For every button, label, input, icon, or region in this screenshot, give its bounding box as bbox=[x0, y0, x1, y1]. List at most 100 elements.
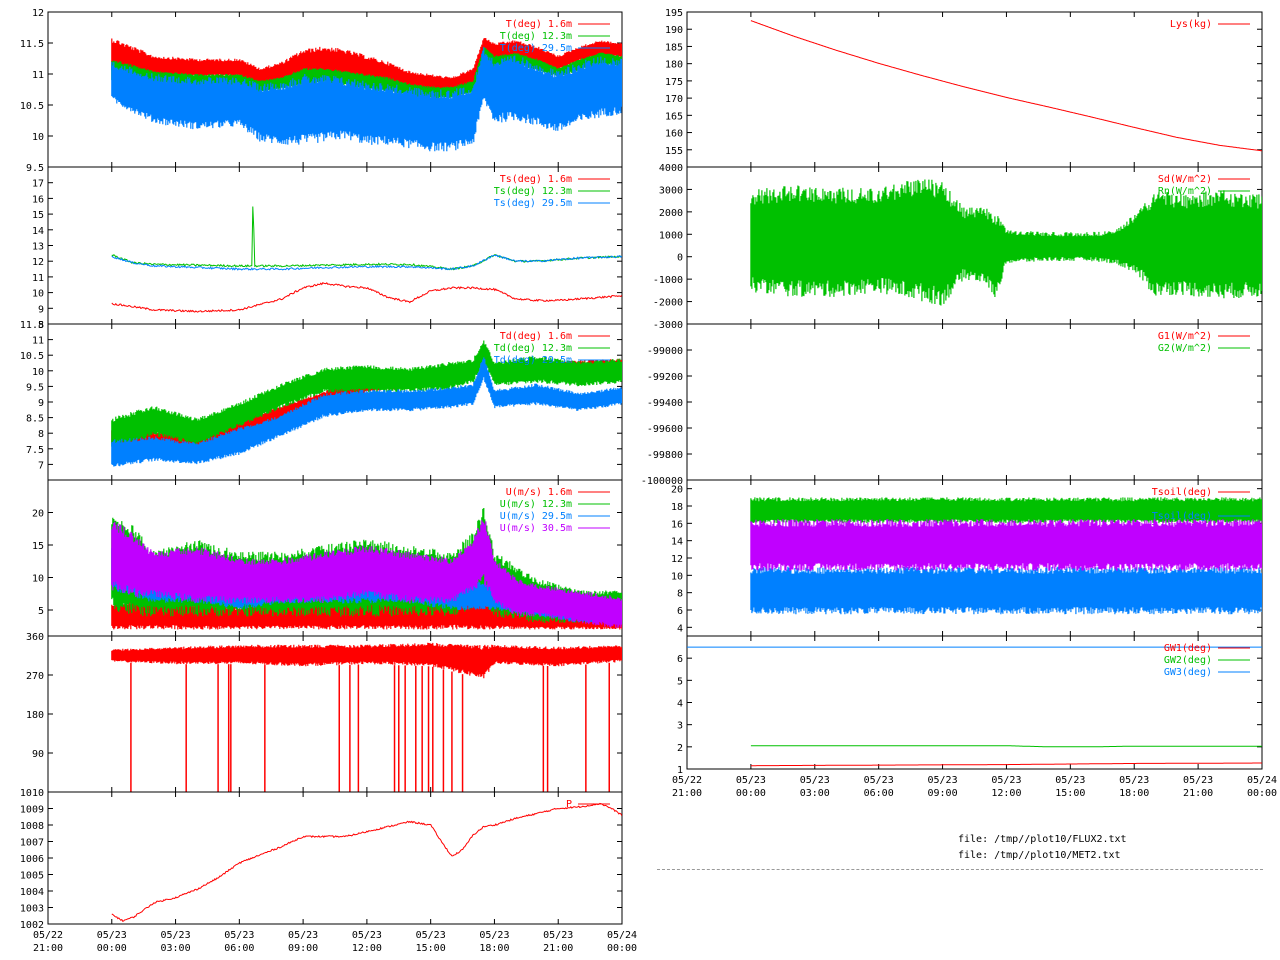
ytick-label: 10.5 bbox=[20, 351, 44, 362]
series-band bbox=[111, 38, 622, 93]
legend-label: Tsoil(deg) bbox=[1152, 487, 1212, 498]
ytick-label: 2 bbox=[677, 743, 683, 754]
legend-label: Tsoil(deg) bbox=[1152, 511, 1212, 522]
series-band bbox=[750, 519, 1262, 571]
legend-label: Tsoil(deg) bbox=[1152, 523, 1212, 534]
ytick-label: 13 bbox=[32, 242, 44, 253]
ytick-label: 170 bbox=[665, 94, 683, 105]
xtick-date: 05/22 bbox=[672, 775, 702, 786]
ytick-label: 12 bbox=[671, 554, 683, 565]
xtick-time: 12:00 bbox=[991, 788, 1021, 799]
ytick-label: 4 bbox=[677, 699, 683, 710]
ytick-label: -2000 bbox=[653, 298, 683, 309]
ytick-label: 9.5 bbox=[26, 163, 44, 174]
xtick-date: 05/23 bbox=[352, 930, 382, 941]
ytick-label: 11 bbox=[32, 70, 44, 81]
series-pressure-0 bbox=[111, 802, 622, 922]
xtick-time: 12:00 bbox=[352, 943, 382, 954]
series-line bbox=[750, 20, 1262, 152]
xtick-time: 03:00 bbox=[800, 788, 830, 799]
panel-frame-pressure bbox=[47, 791, 623, 925]
xtick-time: 09:00 bbox=[928, 788, 958, 799]
ytick-label: 10 bbox=[32, 132, 44, 143]
ytick-label: -100000 bbox=[641, 476, 683, 487]
ytick-label: 10 bbox=[32, 574, 44, 585]
xtick-date: 05/23 bbox=[800, 775, 830, 786]
xtick-date: 05/23 bbox=[224, 930, 254, 941]
ytick-label: 195 bbox=[665, 8, 683, 19]
series-band bbox=[111, 520, 622, 628]
ytick-label: 175 bbox=[665, 77, 683, 88]
ytick-label: 7.5 bbox=[26, 445, 44, 456]
series-band bbox=[750, 566, 1262, 615]
series-dewpoint-1 bbox=[111, 340, 622, 447]
ytick-label: 185 bbox=[665, 42, 683, 53]
series-band bbox=[750, 179, 1262, 306]
ytick-label: 1003 bbox=[20, 904, 44, 915]
ytick-label: 10.5 bbox=[20, 101, 44, 112]
legend-label: U(m/s) 29.5m bbox=[500, 511, 572, 522]
xtick-date: 05/23 bbox=[543, 930, 573, 941]
ytick-label: 180 bbox=[665, 60, 683, 71]
series-radiation-1 bbox=[750, 179, 1262, 306]
legend-label: Ts(deg) 12.3m bbox=[494, 186, 572, 197]
ytick-label: 11.5 bbox=[20, 320, 44, 331]
ytick-label: 9 bbox=[38, 398, 44, 409]
xtick-time: 09:00 bbox=[288, 943, 318, 954]
ytick-label: 7 bbox=[38, 460, 44, 471]
series-line bbox=[111, 282, 622, 313]
ytick-label: 180 bbox=[26, 710, 44, 721]
series-soil-temp-3 bbox=[750, 519, 1262, 571]
xtick-time: 21:00 bbox=[672, 788, 702, 799]
ytick-label: 165 bbox=[665, 111, 683, 122]
ytick-label: 14 bbox=[671, 537, 683, 548]
xtick-date: 05/23 bbox=[991, 775, 1021, 786]
legend-label: Lys(kg) bbox=[1170, 19, 1212, 30]
series-band bbox=[750, 497, 1262, 524]
xtick-time: 21:00 bbox=[33, 943, 63, 954]
ytick-label: 11 bbox=[32, 336, 44, 347]
ytick-label: 16 bbox=[671, 519, 683, 530]
legend-label: U(m/s) 1.6m bbox=[506, 487, 572, 498]
ytick-label: 1002 bbox=[20, 920, 44, 931]
xtick-date: 05/22 bbox=[33, 930, 63, 941]
ytick-label: 155 bbox=[665, 146, 683, 157]
ytick-label: 8.5 bbox=[26, 414, 44, 425]
xtick-date: 05/23 bbox=[1183, 775, 1213, 786]
ytick-label: 8 bbox=[38, 429, 44, 440]
ytick-label: 360 bbox=[26, 632, 44, 643]
ytick-label: 12 bbox=[32, 257, 44, 268]
series-line bbox=[111, 802, 622, 922]
legend-label: T(deg) 29.5m bbox=[500, 43, 572, 54]
ytick-label: 1006 bbox=[20, 854, 44, 865]
ytick-label: 1009 bbox=[20, 805, 44, 816]
legend-label: Ts(deg) 1.6m bbox=[500, 174, 572, 185]
legend-label: Td(deg) 12.3m bbox=[494, 343, 572, 354]
ytick-label: 4 bbox=[677, 623, 683, 634]
series-line bbox=[111, 254, 622, 271]
xtick-time: 06:00 bbox=[864, 788, 894, 799]
ytick-label: -99000 bbox=[647, 346, 683, 357]
ytick-label: -99800 bbox=[647, 450, 683, 461]
legend-label: G2(W/m^2) bbox=[1158, 343, 1212, 354]
xtick-date: 05/23 bbox=[161, 930, 191, 941]
legend-label: P bbox=[566, 799, 572, 810]
ytick-label: 90 bbox=[32, 749, 44, 760]
series-temperature-2 bbox=[111, 47, 622, 152]
ytick-label: 10 bbox=[32, 289, 44, 300]
legend-label: GW2(deg) bbox=[1164, 655, 1212, 666]
series-temperature-0 bbox=[111, 38, 622, 93]
legend-label: Ts(deg) 29.5m bbox=[494, 198, 572, 209]
ytick-label: 1000 bbox=[659, 230, 683, 241]
legend-label: T(deg) 1.6m bbox=[506, 19, 572, 30]
ytick-label: 6 bbox=[677, 606, 683, 617]
series-surface-temp-2 bbox=[111, 254, 622, 271]
xtick-date: 05/23 bbox=[1055, 775, 1085, 786]
xtick-time: 00:00 bbox=[607, 943, 637, 954]
ytick-label: 20 bbox=[671, 485, 683, 496]
ytick-label: 5 bbox=[38, 606, 44, 617]
xtick-date: 05/24 bbox=[607, 930, 637, 941]
ytick-label: 1010 bbox=[20, 788, 44, 799]
series-line bbox=[750, 745, 1262, 748]
